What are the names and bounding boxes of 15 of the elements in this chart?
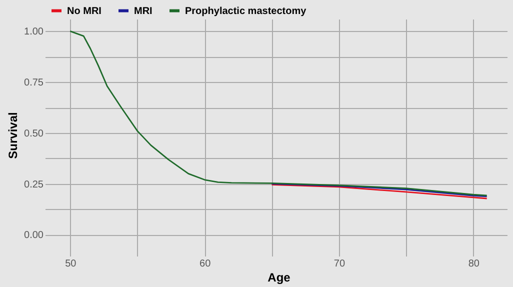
x-axis-title: Age: [268, 270, 291, 284]
x-tick-label: 50: [65, 258, 77, 270]
x-tick-label: 60: [200, 258, 212, 270]
x-tick-label: 80: [468, 258, 480, 270]
y-tick-label: 0.25: [24, 179, 44, 190]
y-tick-label: 1.00: [24, 26, 44, 38]
x-tick-label: 70: [334, 258, 346, 270]
y-tick-label: 0.00: [24, 230, 44, 242]
legend-label: Prophylactic mastectomy: [185, 6, 307, 17]
y-tick-label: 0.75: [24, 78, 44, 89]
legend-label: MRI: [134, 6, 153, 17]
legend-label: No MRI: [67, 6, 102, 17]
y-tick-label: 0.50: [24, 128, 44, 140]
y-axis-title: Survival: [6, 112, 20, 159]
line-series: [69, 30, 488, 196]
